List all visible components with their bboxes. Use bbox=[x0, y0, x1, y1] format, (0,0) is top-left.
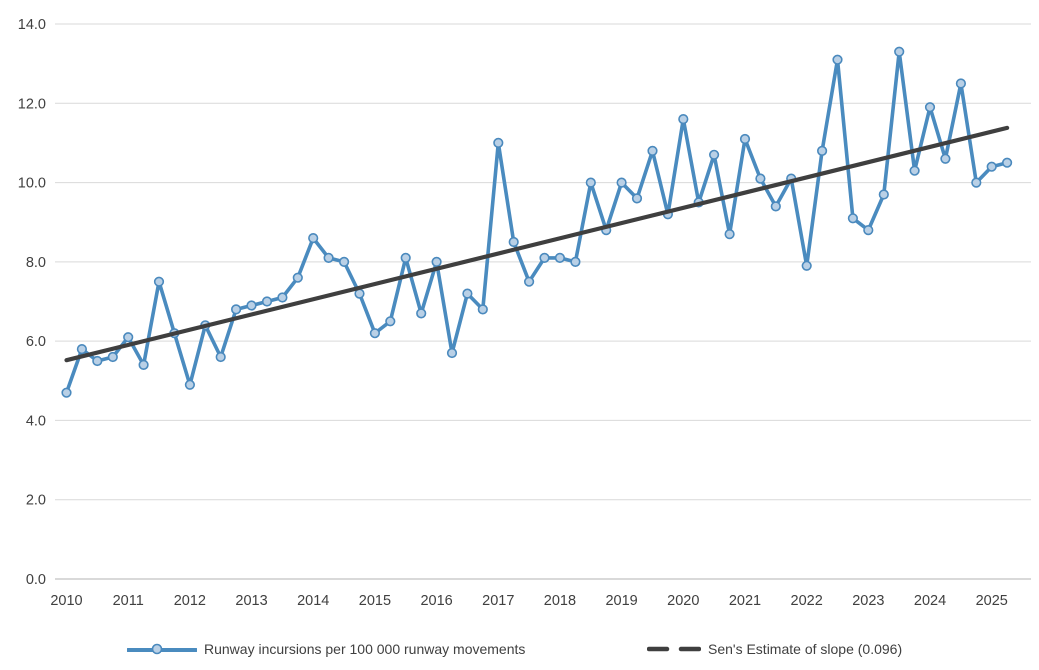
data-point-marker bbox=[955, 78, 967, 89]
y-tick-label: 0.0 bbox=[26, 572, 46, 588]
data-point-marker bbox=[523, 276, 535, 287]
data-point-marker bbox=[153, 276, 165, 287]
y-tick-label: 2.0 bbox=[26, 493, 46, 509]
x-tick-label: 2010 bbox=[50, 593, 82, 609]
x-tick-label: 2011 bbox=[113, 593, 144, 609]
x-tick-label: 2025 bbox=[976, 593, 1008, 609]
data-point-marker bbox=[924, 102, 936, 113]
data-point-marker bbox=[231, 304, 242, 315]
x-tick-label: 2012 bbox=[174, 593, 206, 609]
data-point-marker bbox=[261, 296, 273, 307]
data-point-marker bbox=[770, 201, 781, 212]
x-tick-label: 2023 bbox=[852, 593, 884, 609]
x-tick-label: 2013 bbox=[235, 593, 267, 609]
data-point-marker bbox=[986, 161, 997, 172]
data-point-marker bbox=[832, 54, 843, 65]
y-tick-label: 14.0 bbox=[18, 17, 46, 33]
x-tick-label: 2018 bbox=[544, 593, 576, 609]
x-tick-label: 2024 bbox=[914, 593, 946, 609]
data-point-marker bbox=[61, 387, 72, 398]
data-point-marker bbox=[246, 300, 257, 311]
y-tick-label: 6.0 bbox=[26, 334, 46, 350]
data-point-marker bbox=[123, 332, 134, 343]
data-point-marker bbox=[107, 351, 118, 363]
data-point-marker bbox=[801, 260, 812, 271]
data-point-marker bbox=[631, 193, 643, 204]
data-point-marker bbox=[446, 347, 458, 359]
series-line bbox=[64, 49, 1009, 395]
data-point-marker bbox=[215, 351, 226, 363]
x-tick-label: 2019 bbox=[605, 593, 637, 609]
data-point-marker bbox=[816, 145, 828, 156]
data-point-marker bbox=[647, 145, 658, 156]
data-point-marker bbox=[477, 304, 488, 315]
legend-trend-label: Sen's Estimate of slope (0.096) bbox=[708, 641, 903, 657]
data-point-marker bbox=[339, 256, 350, 268]
y-tick-label: 4.0 bbox=[26, 413, 46, 429]
data-point-marker bbox=[554, 252, 566, 263]
data-point-marker bbox=[138, 359, 149, 371]
data-point-marker bbox=[508, 236, 519, 248]
data-point-marker bbox=[431, 256, 442, 268]
data-point-marker bbox=[277, 292, 288, 303]
data-point-marker bbox=[724, 229, 735, 240]
data-point-marker bbox=[493, 137, 504, 148]
x-tick-label: 2016 bbox=[420, 593, 452, 609]
data-point-marker bbox=[909, 165, 920, 176]
data-point-marker bbox=[847, 213, 859, 224]
data-point-marker bbox=[1001, 157, 1013, 168]
data-point-marker bbox=[76, 344, 87, 355]
data-point-marker bbox=[385, 316, 396, 327]
legend-item-series: Runway incursions per 100 000 runway mov… bbox=[127, 637, 525, 661]
chart-legend: Runway incursions per 100 000 runway mov… bbox=[0, 637, 1039, 663]
data-point-marker bbox=[971, 177, 982, 188]
data-point-marker bbox=[616, 177, 627, 188]
data-point-marker bbox=[940, 153, 951, 164]
data-point-marker bbox=[585, 177, 596, 188]
data-point-marker bbox=[323, 252, 334, 263]
data-point-marker bbox=[894, 46, 905, 57]
data-point-marker bbox=[539, 252, 550, 263]
data-point-marker bbox=[369, 328, 381, 339]
data-point-marker bbox=[878, 189, 889, 200]
data-point-marker bbox=[308, 233, 319, 244]
y-tick-label: 8.0 bbox=[26, 255, 46, 271]
data-point-marker bbox=[755, 173, 766, 184]
y-tick-label: 10.0 bbox=[18, 176, 46, 192]
data-point-marker bbox=[739, 133, 751, 145]
data-point-marker bbox=[400, 252, 411, 263]
data-point-marker bbox=[708, 149, 720, 160]
legend-item-trend: Sen's Estimate of slope (0.096) bbox=[647, 637, 902, 661]
trend-line bbox=[64, 125, 1010, 363]
x-tick-label: 2015 bbox=[359, 593, 391, 609]
data-point-marker bbox=[292, 272, 303, 283]
legend-series-label: Runway incursions per 100 000 runway mov… bbox=[204, 641, 526, 657]
data-point-marker bbox=[92, 355, 103, 367]
trend-dashes-swatch-icon bbox=[647, 646, 701, 652]
data-point-marker bbox=[462, 288, 473, 299]
data-point-marker bbox=[184, 379, 195, 390]
y-tick-label: 12.0 bbox=[18, 96, 46, 112]
series-line-marker-swatch-icon bbox=[127, 643, 197, 655]
x-tick-label: 2022 bbox=[791, 593, 823, 609]
x-tick-label: 2014 bbox=[297, 593, 329, 609]
x-tick-label: 2017 bbox=[482, 593, 514, 609]
data-point-marker bbox=[570, 256, 581, 268]
data-point-marker bbox=[863, 225, 874, 236]
data-point-marker bbox=[416, 308, 427, 319]
data-point-marker bbox=[678, 113, 689, 125]
x-tick-label: 2021 bbox=[729, 593, 761, 609]
x-tick-label: 2020 bbox=[667, 593, 699, 609]
